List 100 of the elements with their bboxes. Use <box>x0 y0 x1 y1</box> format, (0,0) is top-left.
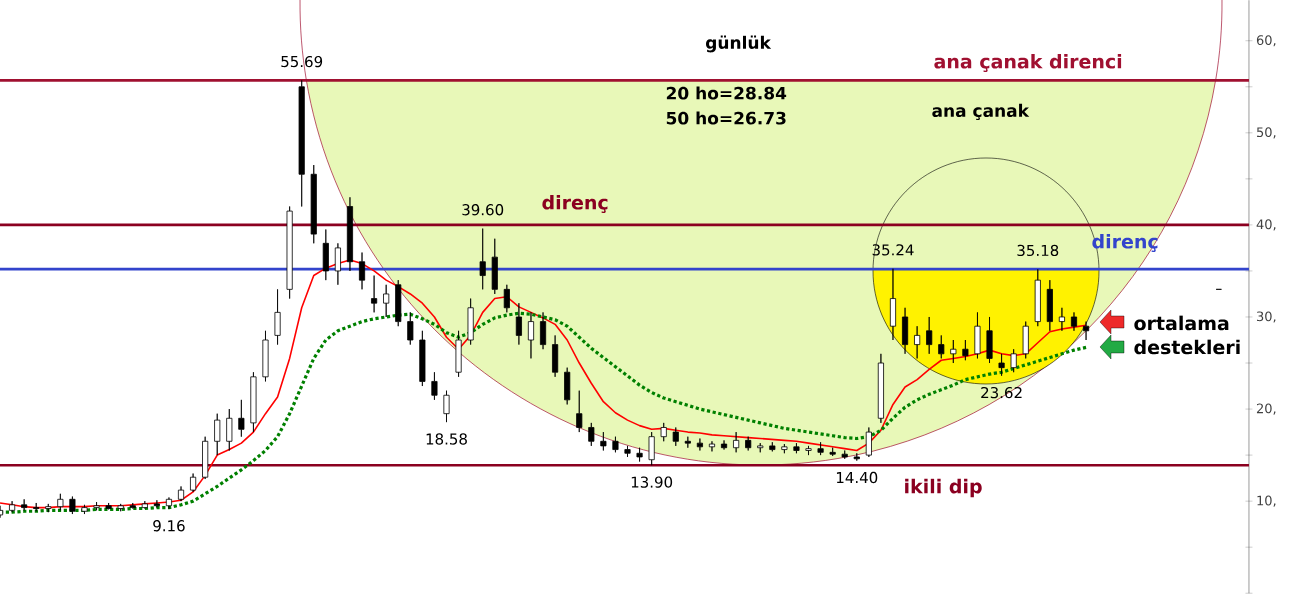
candlestick <box>407 311 414 345</box>
candlestick <box>226 408 233 451</box>
candlestick <box>395 279 402 327</box>
candlestick <box>757 442 764 453</box>
annotation: 18.58 <box>426 433 467 445</box>
candlestick <box>539 311 547 350</box>
candlestick <box>165 497 173 510</box>
candlestick <box>527 311 535 359</box>
candlestick <box>455 330 462 378</box>
candlestick <box>660 422 667 442</box>
candlestick <box>117 503 124 512</box>
candlestick <box>45 503 52 513</box>
y-tick-label: 60, <box>1256 35 1276 47</box>
candlestick <box>177 486 185 502</box>
y-tick-label: 30, <box>1256 311 1276 323</box>
candlestick <box>1083 321 1090 341</box>
candlestick <box>431 371 438 401</box>
candlestick <box>576 390 583 433</box>
candlestick <box>998 353 1005 377</box>
annotation: 13.90 <box>631 476 673 488</box>
candlestick <box>358 252 366 290</box>
candlestick <box>696 438 703 451</box>
candlestick <box>805 445 812 456</box>
candlestick <box>467 298 474 345</box>
candlestick <box>588 422 595 447</box>
candlestick <box>57 493 64 511</box>
candlestick <box>69 496 76 515</box>
candlestick <box>564 367 571 405</box>
candlestick <box>202 436 209 480</box>
candlestick <box>286 206 293 299</box>
candlestick <box>648 431 655 466</box>
candlestick <box>371 275 378 313</box>
annotation: 50 ho=26.73 <box>666 111 786 125</box>
candlestick <box>93 501 100 511</box>
candlestick <box>926 316 933 355</box>
candlestick <box>141 500 148 509</box>
candlestick <box>129 502 136 509</box>
candlestick <box>1010 348 1017 373</box>
candlestick <box>877 353 884 424</box>
candlestick <box>250 371 257 433</box>
candlestick <box>612 436 619 453</box>
candlestick <box>479 228 486 290</box>
ref-line-label: direnç <box>542 194 608 214</box>
annotation: 20 ho=28.84 <box>666 86 787 100</box>
candlestick <box>262 330 269 382</box>
candlestick <box>1058 307 1065 332</box>
ref-line-label: ikili dip <box>905 478 982 498</box>
candlestick <box>938 335 945 359</box>
candlestick <box>383 284 390 318</box>
candlestick <box>914 325 921 359</box>
annotation: ana çanak <box>932 103 1030 121</box>
candlestick <box>841 450 848 460</box>
candlestick <box>684 436 691 449</box>
candlestick <box>274 288 281 345</box>
annotation: 55.69 <box>281 55 323 68</box>
text: günlük <box>705 35 772 53</box>
candlestick <box>105 502 112 510</box>
candlestick <box>950 339 957 364</box>
candlestick <box>817 441 824 456</box>
candlestick <box>986 316 993 364</box>
annotation: ortalama destekleri <box>1134 315 1240 355</box>
candlestick <box>515 302 522 345</box>
annotation: 35.24 <box>872 244 914 256</box>
candlestick <box>781 443 788 454</box>
candlestick <box>624 445 631 458</box>
candlestick <box>298 80 305 207</box>
annotation: 14.40 <box>836 471 878 484</box>
candlestick <box>503 284 510 313</box>
candlestick <box>1046 279 1053 332</box>
candlestick <box>733 431 740 453</box>
candlestick <box>1070 311 1078 332</box>
candlestick <box>21 498 28 511</box>
candlestick <box>81 504 88 515</box>
candlestick <box>974 311 981 359</box>
annotation: 23.62 <box>981 386 1022 399</box>
candlestick <box>491 238 498 295</box>
candlestick <box>214 413 221 456</box>
candlestick <box>865 427 872 458</box>
candlestick <box>238 399 245 438</box>
candlestick <box>1034 268 1041 327</box>
candlestick <box>636 447 643 462</box>
candlestick <box>346 196 354 272</box>
candlestick <box>745 436 752 451</box>
y-tick-label: 20, <box>1256 403 1276 415</box>
candlestick <box>962 339 969 361</box>
candlestick <box>720 439 728 450</box>
candlestick <box>310 164 317 244</box>
y-tick-label: 40, <box>1256 219 1276 231</box>
annotation: 35.18 <box>1017 244 1059 257</box>
annotation: 9.16 <box>153 520 185 532</box>
candlestick <box>708 440 716 452</box>
ref-line-label: ana çanak direnci <box>934 53 1122 73</box>
candlestick <box>552 335 559 378</box>
candlestick <box>33 502 40 512</box>
y-tick-label: 50, <box>1257 127 1276 139</box>
candlestick <box>153 499 160 508</box>
candlestick <box>600 431 607 451</box>
candlestick <box>443 390 450 423</box>
candlestick <box>793 442 800 454</box>
candlestick <box>190 473 197 493</box>
